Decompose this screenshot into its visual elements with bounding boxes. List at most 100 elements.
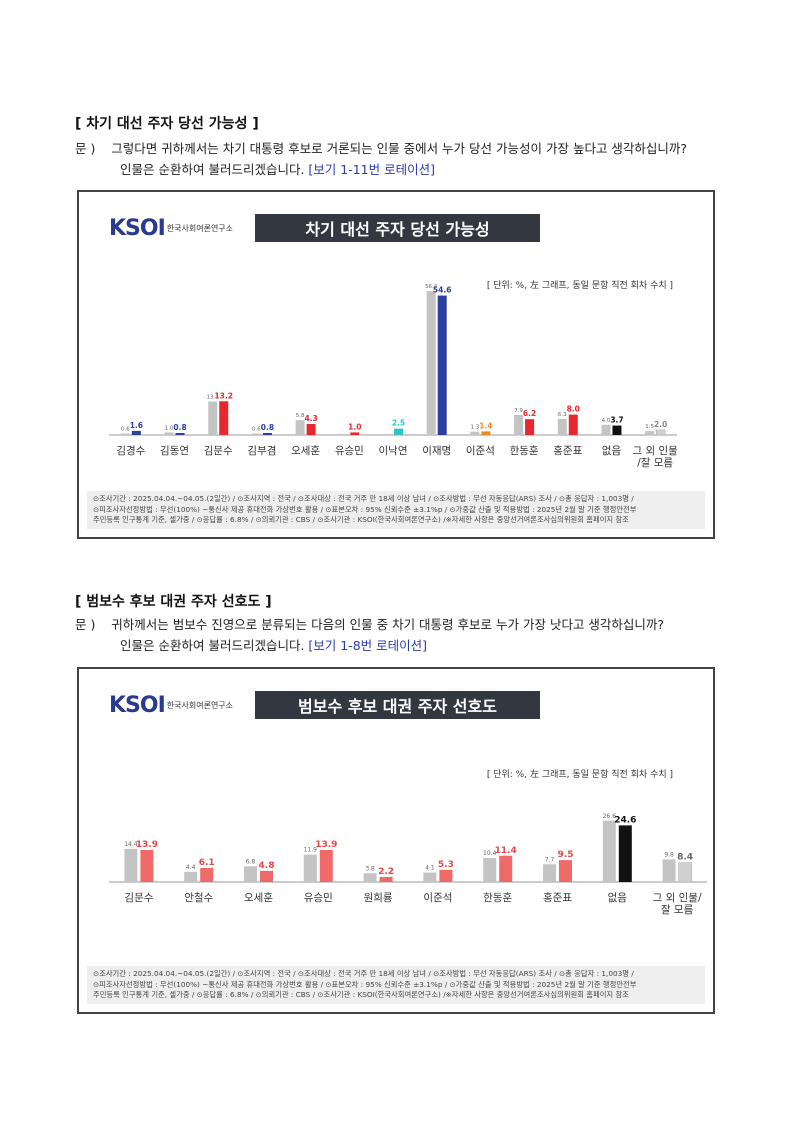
footer-line: ⊙조사기간 : 2025.04.04.~04.05.(2일간) / ⊙조사지역 … (93, 969, 634, 979)
data-label-current: 9.5 (558, 850, 574, 860)
question-1-prefix: 문 ) (75, 141, 96, 156)
data-label-previous: 0.6 (121, 426, 130, 432)
bar-previous (602, 820, 616, 882)
category-label: 김동연 (160, 445, 189, 457)
question-2-text: 귀하께서는 범보수 진영으로 분류되는 다음의 인물 중 차기 대통령 후보로 … (111, 617, 665, 632)
chart-1-unit-note: [ 단위: %, 左 그래프, 동일 문항 직전 회차 수치 ] (486, 281, 673, 291)
bar-current (379, 876, 393, 882)
data-label-previous: 5.8 (296, 413, 305, 419)
data-label-previous: 7.7 (545, 856, 555, 863)
chart-2-survey-footer: ⊙조사기간 : 2025.04.04.~04.05.(2일간) / ⊙조사지역 … (87, 966, 705, 1004)
data-label-current: 1.4 (479, 421, 492, 430)
bar-current (200, 867, 214, 882)
chart-1-title: 차기 대선 주자 당선 가능성 (255, 214, 540, 242)
data-label-current: 13.2 (214, 391, 233, 400)
bar-current (618, 825, 632, 882)
category-label: 그 외 인물 (632, 445, 678, 457)
bar-current (140, 850, 154, 882)
data-label-current: 8.4 (677, 853, 693, 863)
category-label: 그 외 인물/ (653, 892, 702, 904)
bar-current (175, 432, 185, 435)
category-label: 잘 모름 (661, 904, 694, 916)
bar-current (559, 860, 572, 882)
bar-previous (483, 858, 497, 882)
bar-current (306, 424, 316, 435)
bar-previous (164, 432, 174, 435)
chart-2-frame: KSOI 한국사회여론연구소 범보수 후보 대권 주자 선호도 [ 단위: %,… (77, 667, 715, 1014)
data-label-previous: 10.4 (483, 850, 497, 857)
category-label: 김부겸 (247, 445, 276, 457)
category-label: 유승민 (304, 892, 333, 904)
category-label: 김문수 (124, 892, 153, 904)
data-label-current: 11.4 (495, 846, 517, 856)
category-label: 원희룡 (364, 892, 393, 904)
bar-previous (423, 872, 437, 882)
data-label-previous: 1.0 (165, 425, 174, 431)
bar-current (525, 419, 535, 435)
data-label-current: 8.0 (567, 405, 580, 414)
bar-current (437, 295, 447, 435)
bar-previous (295, 420, 305, 435)
data-label-previous: 4.1 (425, 865, 435, 872)
data-label-current: 54.6 (433, 286, 452, 295)
section-2-title: [ 범보수 후보 대권 주자 선호도 ] (75, 594, 272, 610)
data-label-current: 0.8 (261, 423, 274, 432)
ksoi-logo: KSOI 한국사회여론연구소 (109, 216, 233, 241)
question-2-rotation-note: [보기 1-8번 로테이션] (308, 638, 428, 653)
data-label-previous: 6.3 (558, 412, 567, 418)
chart-1-survey-footer: ⊙조사기간 : 2025.04.04.~04.05.(2일간) / ⊙조사지역 … (87, 491, 705, 529)
question-1-rotation-note: [보기 1-11번 로테이션] (308, 162, 435, 177)
data-label-current: 13.9 (136, 840, 158, 850)
question-1-line-2: 인물은 순환하여 불러드리겠습니다. [보기 1-11번 로테이션] (120, 159, 435, 178)
bar-current (219, 401, 229, 435)
data-label-current: 24.6 (614, 815, 636, 825)
category-label: 없음 (602, 444, 622, 457)
bar-current (678, 862, 692, 883)
footer-line: ⊙피조사자선정방법 : 무선(100%) ~통신사 제공 휴대전화 가상번호 활… (93, 979, 637, 989)
footer-line: ⊙조사기간 : 2025.04.04.~04.05.(2일간) / ⊙조사지역 … (93, 494, 634, 504)
category-label: 한동훈 (483, 891, 512, 904)
data-label-previous: 14.4 (124, 841, 138, 848)
bar-previous (208, 401, 218, 435)
bar-previous (244, 866, 257, 882)
category-label: 오세훈 (291, 444, 320, 457)
logo-mark: KSOI (109, 216, 166, 241)
data-label-current: 5.3 (438, 860, 454, 870)
data-label-previous: 26.6 (603, 813, 617, 820)
logo-text: 한국사회여론연구소 (166, 224, 234, 233)
data-label-current: 6.1 (199, 858, 215, 868)
data-label-current: 2.0 (654, 420, 667, 429)
data-label-current: 2.2 (378, 867, 394, 877)
footer-line: 주민등록 인구통계 기준, 셀가중 / ⊙응답률 : 6.8% / ⊙의뢰기관 … (93, 990, 629, 1000)
bar-previous (120, 433, 130, 435)
question-2-text-2: 인물은 순환하여 불러드리겠습니다. (120, 638, 305, 653)
logo-mark: KSOI (109, 693, 166, 718)
data-label-previous: 6.8 (246, 858, 256, 865)
category-label: 이재명 (422, 445, 451, 457)
category-label: 홍준표 (543, 891, 572, 904)
category-label: 유승민 (335, 445, 364, 457)
footer-line: 주민등록 인구통계 기준, 셀가중 / ⊙응답률 : 6.8% / ⊙의뢰기관 … (93, 515, 629, 525)
bar-previous (470, 431, 480, 435)
data-label-previous: 13.1 (207, 395, 219, 401)
category-label: 한동훈 (510, 444, 539, 457)
data-label-previous: 0.6 (252, 426, 261, 432)
bar-current (131, 430, 141, 435)
category-label: 김경수 (116, 444, 145, 457)
bar-current (350, 432, 360, 435)
bar-previous (543, 864, 556, 882)
question-1-text: 그렇다면 귀하께서는 차기 대통령 후보로 거론되는 인물 중에서 누가 당선 … (111, 141, 688, 156)
data-label-previous: 7.9 (514, 408, 523, 414)
category-label: 이낙연 (379, 445, 408, 457)
bar-current (319, 850, 333, 882)
data-label-previous: 11.9 (304, 847, 318, 854)
footer-line: ⊙피조사자선정방법 : 무선(100%) ~통신사 제공 휴대전화 가상번호 활… (93, 504, 637, 514)
ksoi-logo: KSOI 한국사회여론연구소 (109, 693, 233, 718)
data-label-current: 0.8 (173, 423, 186, 432)
category-label: 홍준표 (553, 444, 582, 457)
bar-previous (557, 418, 567, 435)
category-label: 김문수 (204, 445, 233, 457)
bar-previous (184, 871, 198, 882)
data-label-previous: 56.4 (425, 284, 438, 290)
category-label: 오세훈 (244, 891, 273, 904)
